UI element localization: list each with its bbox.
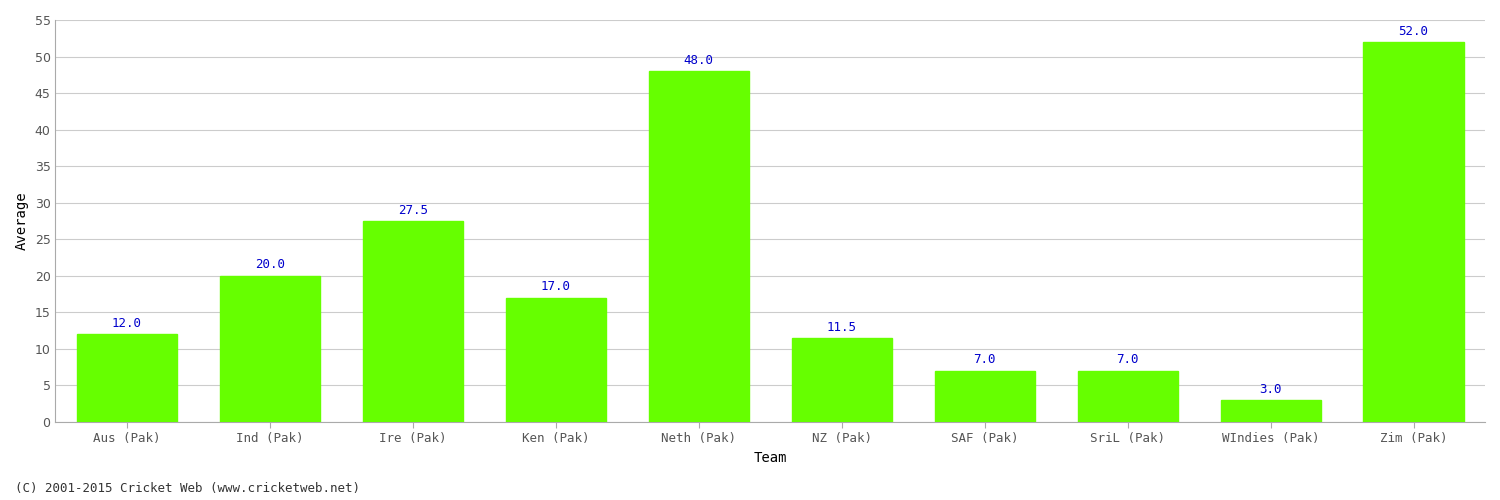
Bar: [506, 298, 606, 422]
Y-axis label: Average: Average: [15, 192, 28, 250]
Bar: [648, 71, 748, 422]
Text: 27.5: 27.5: [398, 204, 427, 216]
Text: 17.0: 17.0: [542, 280, 572, 293]
X-axis label: Team: Team: [753, 451, 788, 465]
Bar: [1077, 371, 1178, 422]
Text: 48.0: 48.0: [684, 54, 714, 67]
Text: 7.0: 7.0: [974, 354, 996, 366]
Text: 7.0: 7.0: [1116, 354, 1138, 366]
Bar: [792, 338, 891, 422]
Bar: [220, 276, 320, 422]
Bar: [1364, 42, 1464, 422]
Bar: [1221, 400, 1320, 422]
Bar: [934, 371, 1035, 422]
Text: 11.5: 11.5: [827, 320, 856, 334]
Text: 3.0: 3.0: [1260, 382, 1282, 396]
Text: 52.0: 52.0: [1398, 24, 1428, 38]
Text: 20.0: 20.0: [255, 258, 285, 272]
Bar: [363, 221, 464, 422]
Text: 12.0: 12.0: [112, 317, 142, 330]
Bar: [76, 334, 177, 422]
Text: (C) 2001-2015 Cricket Web (www.cricketweb.net): (C) 2001-2015 Cricket Web (www.cricketwe…: [15, 482, 360, 495]
